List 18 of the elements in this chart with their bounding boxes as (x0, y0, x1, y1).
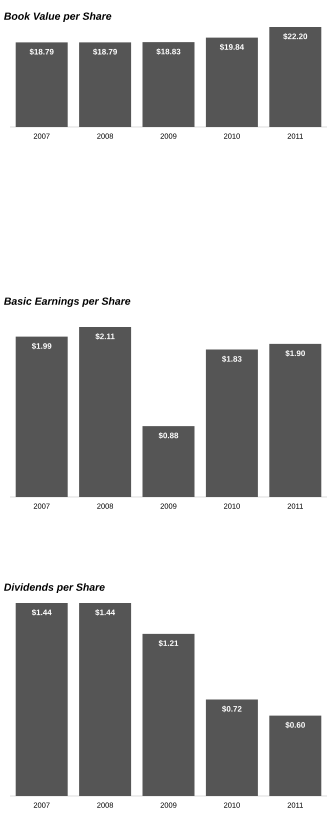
chart-title: Book Value per Share (4, 12, 112, 22)
bar (142, 426, 194, 497)
bar (206, 38, 258, 127)
bar (79, 602, 132, 796)
bar (79, 326, 132, 497)
bar (206, 350, 258, 497)
bar (16, 336, 68, 497)
bar (79, 42, 132, 127)
chart-title: Dividends per Share (4, 583, 105, 593)
bar (269, 344, 322, 497)
bar (142, 634, 194, 796)
bar (16, 42, 68, 127)
bar (206, 699, 258, 796)
bar (269, 716, 322, 796)
chart-title: Basic Earnings per Share (4, 297, 130, 307)
bar (269, 26, 322, 127)
bar (16, 602, 68, 796)
bar (142, 42, 194, 127)
